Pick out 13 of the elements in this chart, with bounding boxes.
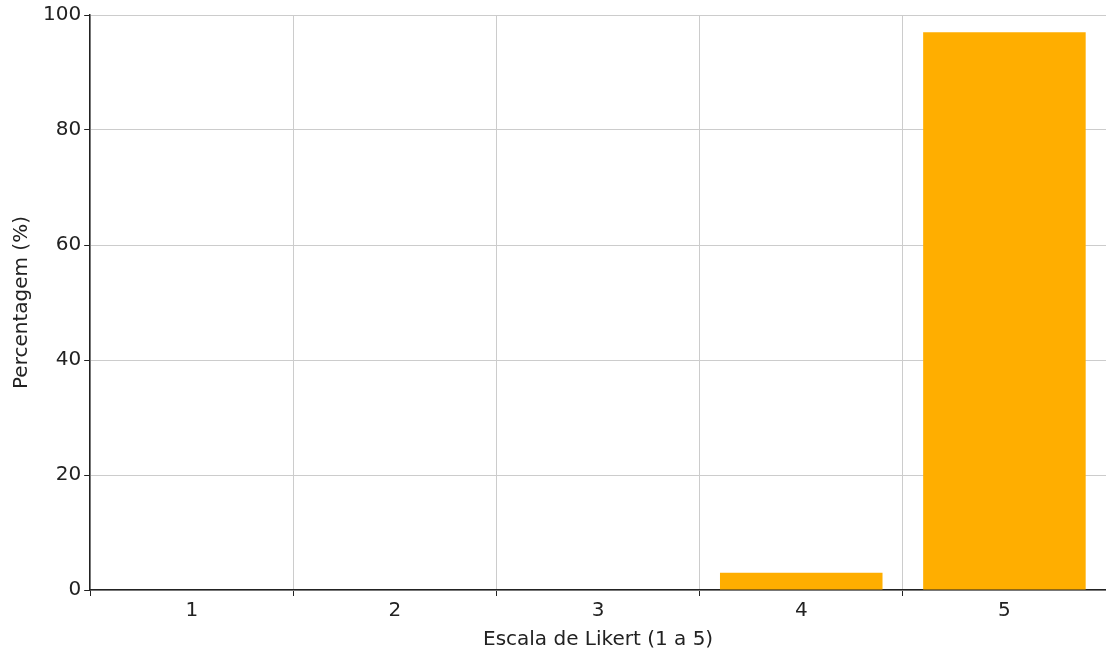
y-tick-label: 40: [55, 346, 82, 371]
x-axis-title: Escala de Likert (1 a 5): [483, 626, 714, 651]
x-tick-label: 5: [998, 597, 1011, 622]
y-tick-label: 100: [42, 1, 82, 26]
y-tick-label: 80: [55, 116, 82, 141]
y-axis-title: Percentagem (%): [8, 216, 33, 389]
x-tick-label: 4: [794, 597, 808, 622]
y-tick-label: 60: [55, 231, 82, 256]
x-tick-label: 2: [388, 597, 402, 622]
x-tick-label: 3: [591, 597, 605, 622]
y-tick-label: 0: [68, 576, 82, 601]
y-tick-label: 20: [55, 461, 82, 486]
x-tick-label: 1: [185, 597, 199, 622]
